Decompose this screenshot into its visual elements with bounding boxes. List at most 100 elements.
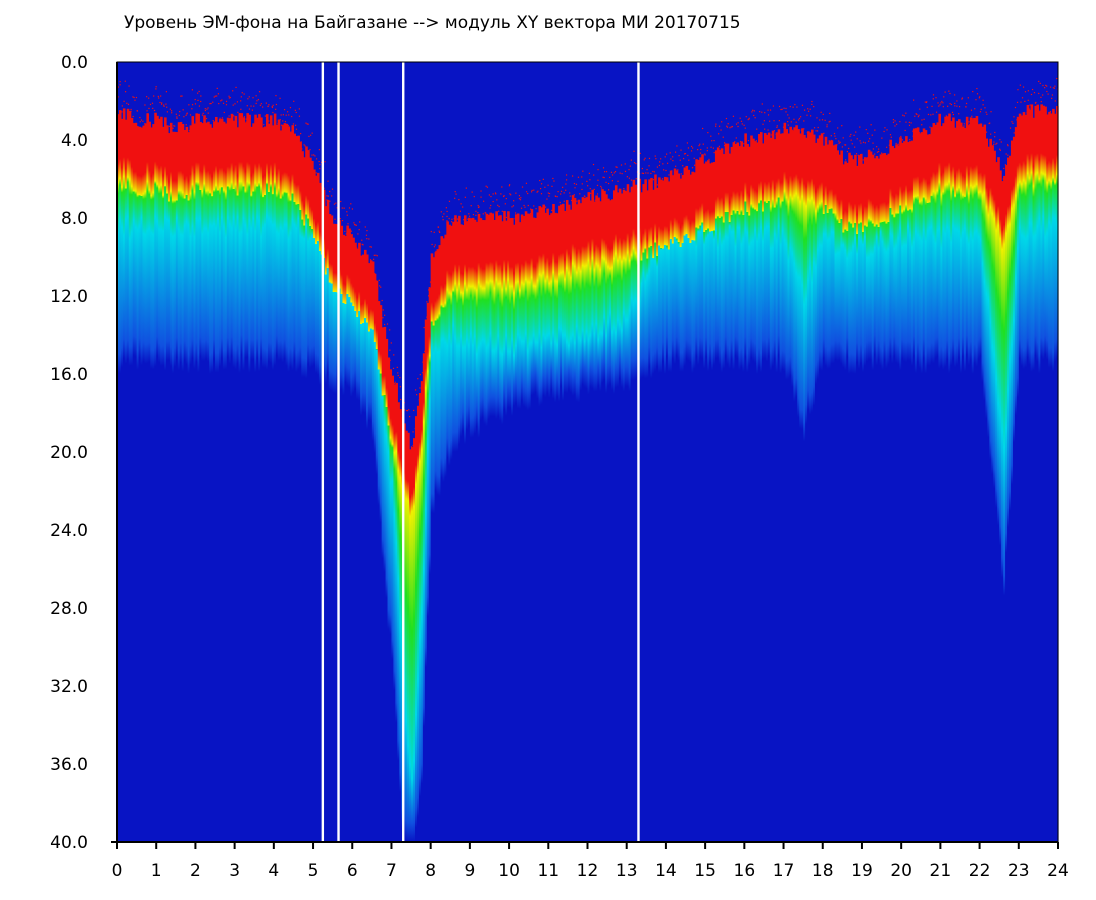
heatmap-point xyxy=(446,216,447,217)
heatmap-point xyxy=(593,164,594,165)
heatmap-point xyxy=(263,127,264,128)
heatmap-point xyxy=(449,201,450,202)
heatmap-point xyxy=(660,158,661,159)
heatmap-point xyxy=(871,124,872,125)
heatmap-point xyxy=(728,123,729,124)
heatmap-point xyxy=(977,93,978,94)
heatmap-point xyxy=(727,127,728,128)
heatmap-point xyxy=(409,416,410,417)
heatmap-point xyxy=(513,205,514,206)
heatmap-point xyxy=(707,132,708,133)
heatmap-point xyxy=(884,127,885,128)
heatmap-point xyxy=(155,88,156,89)
heatmap-point xyxy=(825,120,826,121)
heatmap-point xyxy=(840,142,841,143)
heatmap-point xyxy=(787,114,788,115)
heatmap-point xyxy=(648,165,649,166)
heatmap-point xyxy=(365,226,366,227)
heatmap-point xyxy=(829,113,830,114)
heatmap-point xyxy=(683,158,684,159)
heatmap-point xyxy=(630,166,631,167)
heatmap-point xyxy=(442,216,443,217)
heatmap-point xyxy=(316,158,317,159)
heatmap-point xyxy=(319,161,320,162)
heatmap-point xyxy=(159,102,160,103)
heatmap-point xyxy=(983,100,984,101)
heatmap-point xyxy=(719,146,720,147)
heatmap-point xyxy=(163,104,164,105)
heatmap-point xyxy=(700,153,701,154)
heatmap-point xyxy=(319,149,320,150)
heatmap-point xyxy=(382,317,383,318)
heatmap-point xyxy=(346,211,347,212)
heatmap-point xyxy=(302,151,303,152)
heatmap-point xyxy=(659,161,660,162)
heatmap-point xyxy=(771,134,772,135)
heatmap-point xyxy=(391,342,392,343)
heatmap-point xyxy=(1014,132,1015,133)
heatmap-point xyxy=(505,203,506,204)
heatmap-point xyxy=(435,244,436,245)
heatmap-point xyxy=(860,142,861,143)
heatmap-point xyxy=(655,158,656,159)
heatmap-point xyxy=(746,116,747,117)
heatmap-point xyxy=(524,207,525,208)
heatmap-point xyxy=(551,186,552,187)
heatmap-point xyxy=(506,198,507,199)
heatmap-point xyxy=(560,202,561,203)
heatmap-point xyxy=(973,118,974,119)
heatmap-point xyxy=(261,103,262,104)
heatmap-point xyxy=(597,169,598,170)
heatmap-point xyxy=(387,323,388,324)
heatmap-point xyxy=(855,131,856,132)
heatmap-point xyxy=(500,193,501,194)
heatmap-point xyxy=(631,160,632,161)
heatmap-point xyxy=(293,123,294,124)
heatmap-point xyxy=(752,110,753,111)
heatmap-point xyxy=(742,123,743,124)
heatmap-point xyxy=(498,206,499,207)
heatmap-point xyxy=(1052,94,1053,95)
heatmap-point xyxy=(723,137,724,138)
heatmap-point xyxy=(773,120,774,121)
heatmap-point xyxy=(224,112,225,113)
heatmap-point xyxy=(214,96,215,97)
heatmap-point xyxy=(471,205,472,206)
heatmap-point xyxy=(813,106,814,107)
heatmap-point xyxy=(544,187,545,188)
heatmap-point xyxy=(537,191,538,192)
heatmap-point xyxy=(921,124,922,125)
heatmap-point xyxy=(498,211,499,212)
heatmap-point xyxy=(268,120,269,121)
heatmap-point xyxy=(954,105,955,106)
heatmap-point xyxy=(256,95,257,96)
heatmap-point xyxy=(665,170,666,171)
heatmap-point xyxy=(206,118,207,119)
heatmap-point xyxy=(543,179,544,180)
heatmap-point xyxy=(666,154,667,155)
y-tick-label: 40.0 xyxy=(50,833,88,853)
heatmap-point xyxy=(662,178,663,179)
heatmap-point xyxy=(713,148,714,149)
heatmap-point xyxy=(527,193,528,194)
heatmap-point xyxy=(130,111,131,112)
heatmap-point xyxy=(963,125,964,126)
heatmap-point xyxy=(522,186,523,187)
heatmap-point xyxy=(933,94,934,95)
heatmap-point xyxy=(900,136,901,137)
heatmap-point xyxy=(170,109,171,110)
heatmap-point xyxy=(653,179,654,180)
heatmap-point xyxy=(316,172,317,173)
y-tick-label: 24.0 xyxy=(50,521,88,541)
heatmap-point xyxy=(368,238,369,239)
heatmap-point xyxy=(902,139,903,140)
heatmap-point xyxy=(663,169,664,170)
heatmap-point xyxy=(793,119,794,120)
heatmap-point xyxy=(229,97,230,98)
heatmap-point xyxy=(400,386,401,387)
heatmap-point xyxy=(469,216,470,217)
heatmap-point xyxy=(773,105,774,106)
heatmap-point xyxy=(681,173,682,174)
heatmap-point xyxy=(528,205,529,206)
heatmap-point xyxy=(503,195,504,196)
